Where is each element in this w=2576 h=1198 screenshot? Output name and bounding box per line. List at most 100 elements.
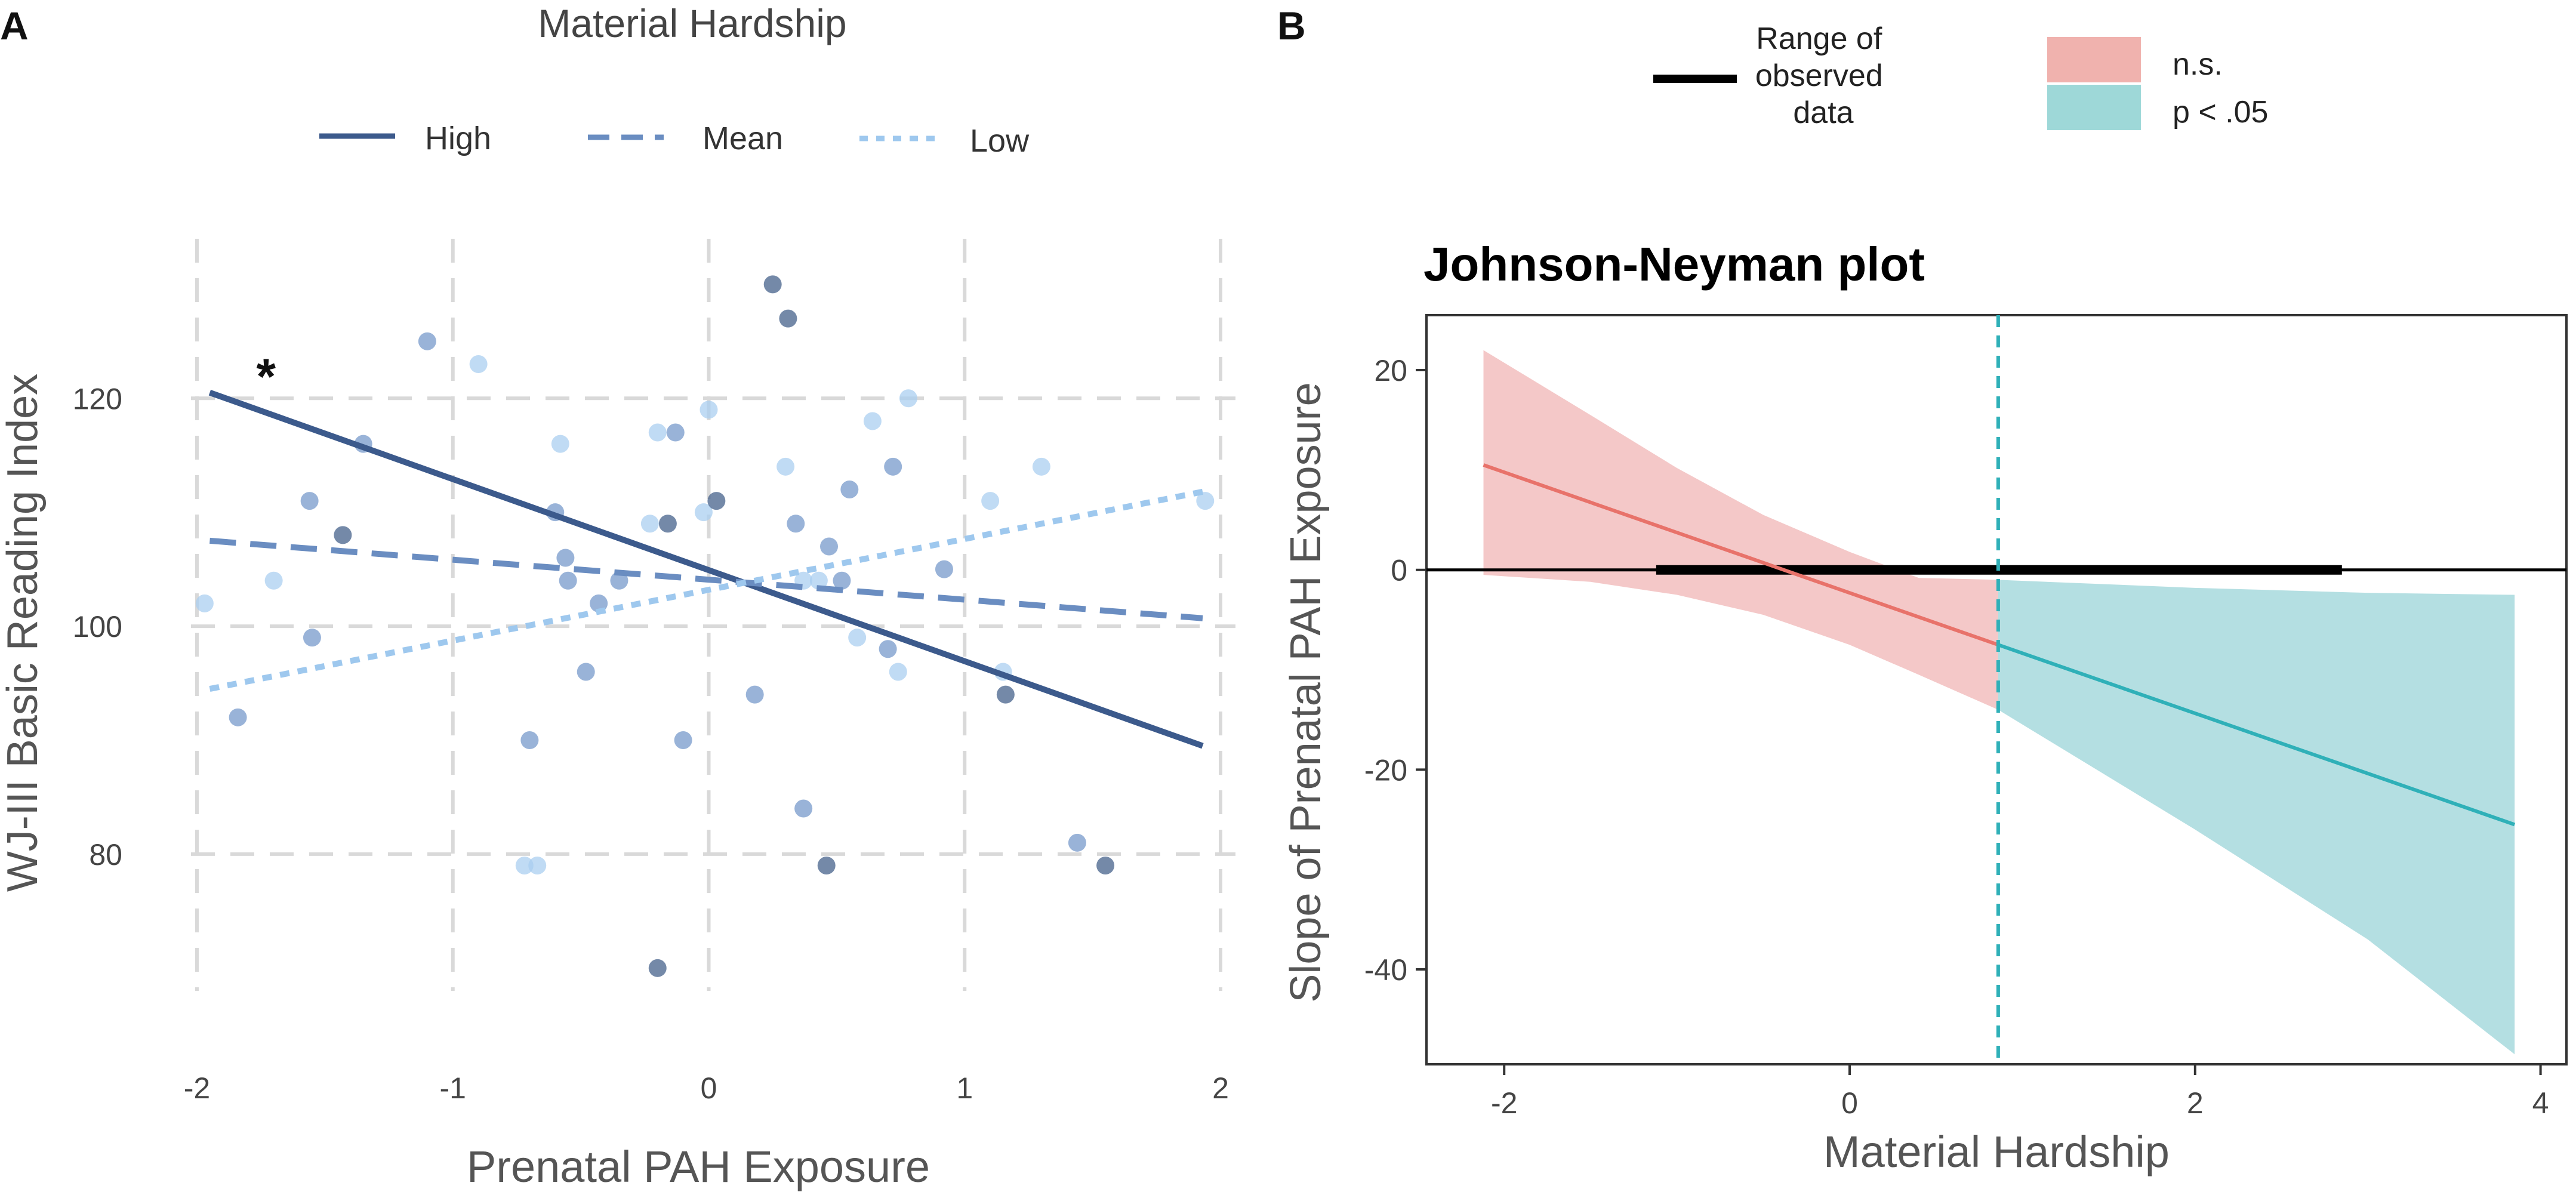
y-tick-label-b: 0 xyxy=(1391,554,1407,587)
scatter-point xyxy=(996,685,1015,704)
scatter-point xyxy=(777,457,795,476)
scatter-point xyxy=(264,571,283,590)
scatter-point xyxy=(418,332,436,350)
x-axis-label-a: Prenatal PAH Exposure xyxy=(467,1142,930,1191)
x-axis-ticks-a: -2 -1 0 1 2 xyxy=(184,1071,1229,1105)
x-tick-label-b: -2 xyxy=(1491,1086,1517,1120)
trend-line-mean xyxy=(209,537,1203,621)
significance-annotation: * xyxy=(256,349,276,405)
y-tick-label-a: 120 xyxy=(73,382,122,415)
scatter-point xyxy=(610,571,628,590)
confidence-band-ns xyxy=(1483,350,1998,710)
scatter-point xyxy=(640,515,659,533)
scatter-point xyxy=(840,481,859,498)
x-tick-label-b: 2 xyxy=(2187,1086,2204,1120)
scatter-point xyxy=(674,731,692,749)
y-tick-label-b: -40 xyxy=(1364,953,1407,987)
x-tick-label-a: -1 xyxy=(440,1071,466,1105)
scatter-point xyxy=(469,355,488,373)
slope-line-sig xyxy=(1997,643,2516,827)
scatter-point xyxy=(1032,457,1050,476)
y-axis-label-a: WJ-III Basic Reading Index xyxy=(0,374,47,892)
scatter-point xyxy=(1068,833,1086,852)
y-tick-label-b: 20 xyxy=(1374,354,1407,387)
scatter-point xyxy=(817,857,836,874)
x-tick-label-b: 4 xyxy=(2532,1086,2549,1120)
scatter-point xyxy=(848,629,867,647)
trend-line-high xyxy=(208,390,1204,749)
scatter-point xyxy=(787,515,805,533)
scatter-point xyxy=(528,857,547,874)
scatter-point xyxy=(763,275,782,294)
scatter-point xyxy=(884,457,902,476)
legend-label-high: High xyxy=(425,121,491,156)
legend-label-low: Low xyxy=(970,123,1030,159)
scatter-point xyxy=(935,560,953,578)
x-tick-label-a: 0 xyxy=(701,1071,717,1105)
scatter-point xyxy=(666,423,685,442)
scatter-point xyxy=(1196,492,1215,510)
scatter-point xyxy=(551,435,569,453)
scatter-point xyxy=(195,594,214,612)
scatter-point xyxy=(899,389,917,408)
legend-label-ns: n.s. xyxy=(2173,47,2223,82)
y-axis-ticks-a: 80 100 120 xyxy=(73,382,122,871)
scatter-point xyxy=(700,401,718,419)
scatter-point xyxy=(577,663,595,681)
scatter-point xyxy=(334,526,352,544)
x-tick-label-b: 0 xyxy=(1841,1086,1858,1120)
scatter-point xyxy=(820,537,839,556)
legend-label-sig: p < .05 xyxy=(2173,95,2268,130)
scatter-point xyxy=(658,515,677,533)
grid-a xyxy=(191,239,1235,991)
legend-label-range: Range of observed data xyxy=(1755,21,1891,130)
legend-a: High Mean Low xyxy=(319,121,1030,159)
legend-title-a: Material Hardship xyxy=(538,1,846,45)
y-axis-label-b: Slope of Prenatal PAH Exposure xyxy=(1282,382,1330,1002)
scatter-point xyxy=(779,309,797,328)
scatter-point xyxy=(556,549,575,567)
scatter-point xyxy=(833,571,851,590)
y-tick-label-a: 80 xyxy=(89,838,122,871)
scatter-point xyxy=(229,708,247,726)
legend-swatch-sig xyxy=(2047,85,2141,130)
scatter-point xyxy=(303,629,321,647)
scatter-point xyxy=(520,731,539,749)
panel-a: A Material Hardship High Mean Low -2 -1 0 1… xyxy=(0,1,1235,1191)
panel-b: B Range of observed data n.s. p < .05 Jo… xyxy=(1277,4,2568,1177)
x-tick-label-a: -2 xyxy=(184,1071,210,1105)
scatter-point xyxy=(745,685,764,704)
scatter-point xyxy=(559,571,577,590)
panel-label-b: B xyxy=(1277,4,1306,48)
x-tick-label-a: 2 xyxy=(1212,1071,1229,1105)
trend-line-low xyxy=(209,488,1203,692)
scatter-point xyxy=(809,571,828,590)
scatter-point xyxy=(648,959,667,977)
panel-label-a: A xyxy=(0,4,29,48)
scatter-point xyxy=(981,492,1000,510)
y-tick-label-b: -20 xyxy=(1364,753,1407,787)
scatter-point xyxy=(889,663,907,681)
y-axis-ticks-b: -40 -20 0 20 xyxy=(1364,354,1426,987)
legend-b: Range of observed data n.s. p < .05 xyxy=(1653,21,2268,130)
scatter-point xyxy=(879,640,897,658)
confidence-band-sig xyxy=(1998,580,2515,1055)
scatter-point xyxy=(794,799,813,818)
scatter-point xyxy=(648,423,667,442)
plot-area-b xyxy=(1426,315,2566,1064)
x-axis-label-b: Material Hardship xyxy=(1823,1127,2170,1177)
scatter-point xyxy=(707,492,726,510)
scatter-point xyxy=(694,503,713,522)
slope-line-ns xyxy=(1483,463,1999,647)
y-tick-label-a: 100 xyxy=(73,610,122,643)
scatter-point xyxy=(300,492,319,510)
scatter-point xyxy=(515,857,534,874)
x-tick-label-a: 1 xyxy=(956,1071,973,1105)
chart-title-b: Johnson-Neyman plot xyxy=(1423,238,1925,291)
scatter-point xyxy=(863,412,882,430)
x-axis-ticks-b: -2 0 2 4 xyxy=(1491,1064,2549,1120)
scatter-point xyxy=(1096,857,1115,874)
trend-lines-a xyxy=(208,390,1204,749)
legend-swatch-ns xyxy=(2047,37,2141,82)
